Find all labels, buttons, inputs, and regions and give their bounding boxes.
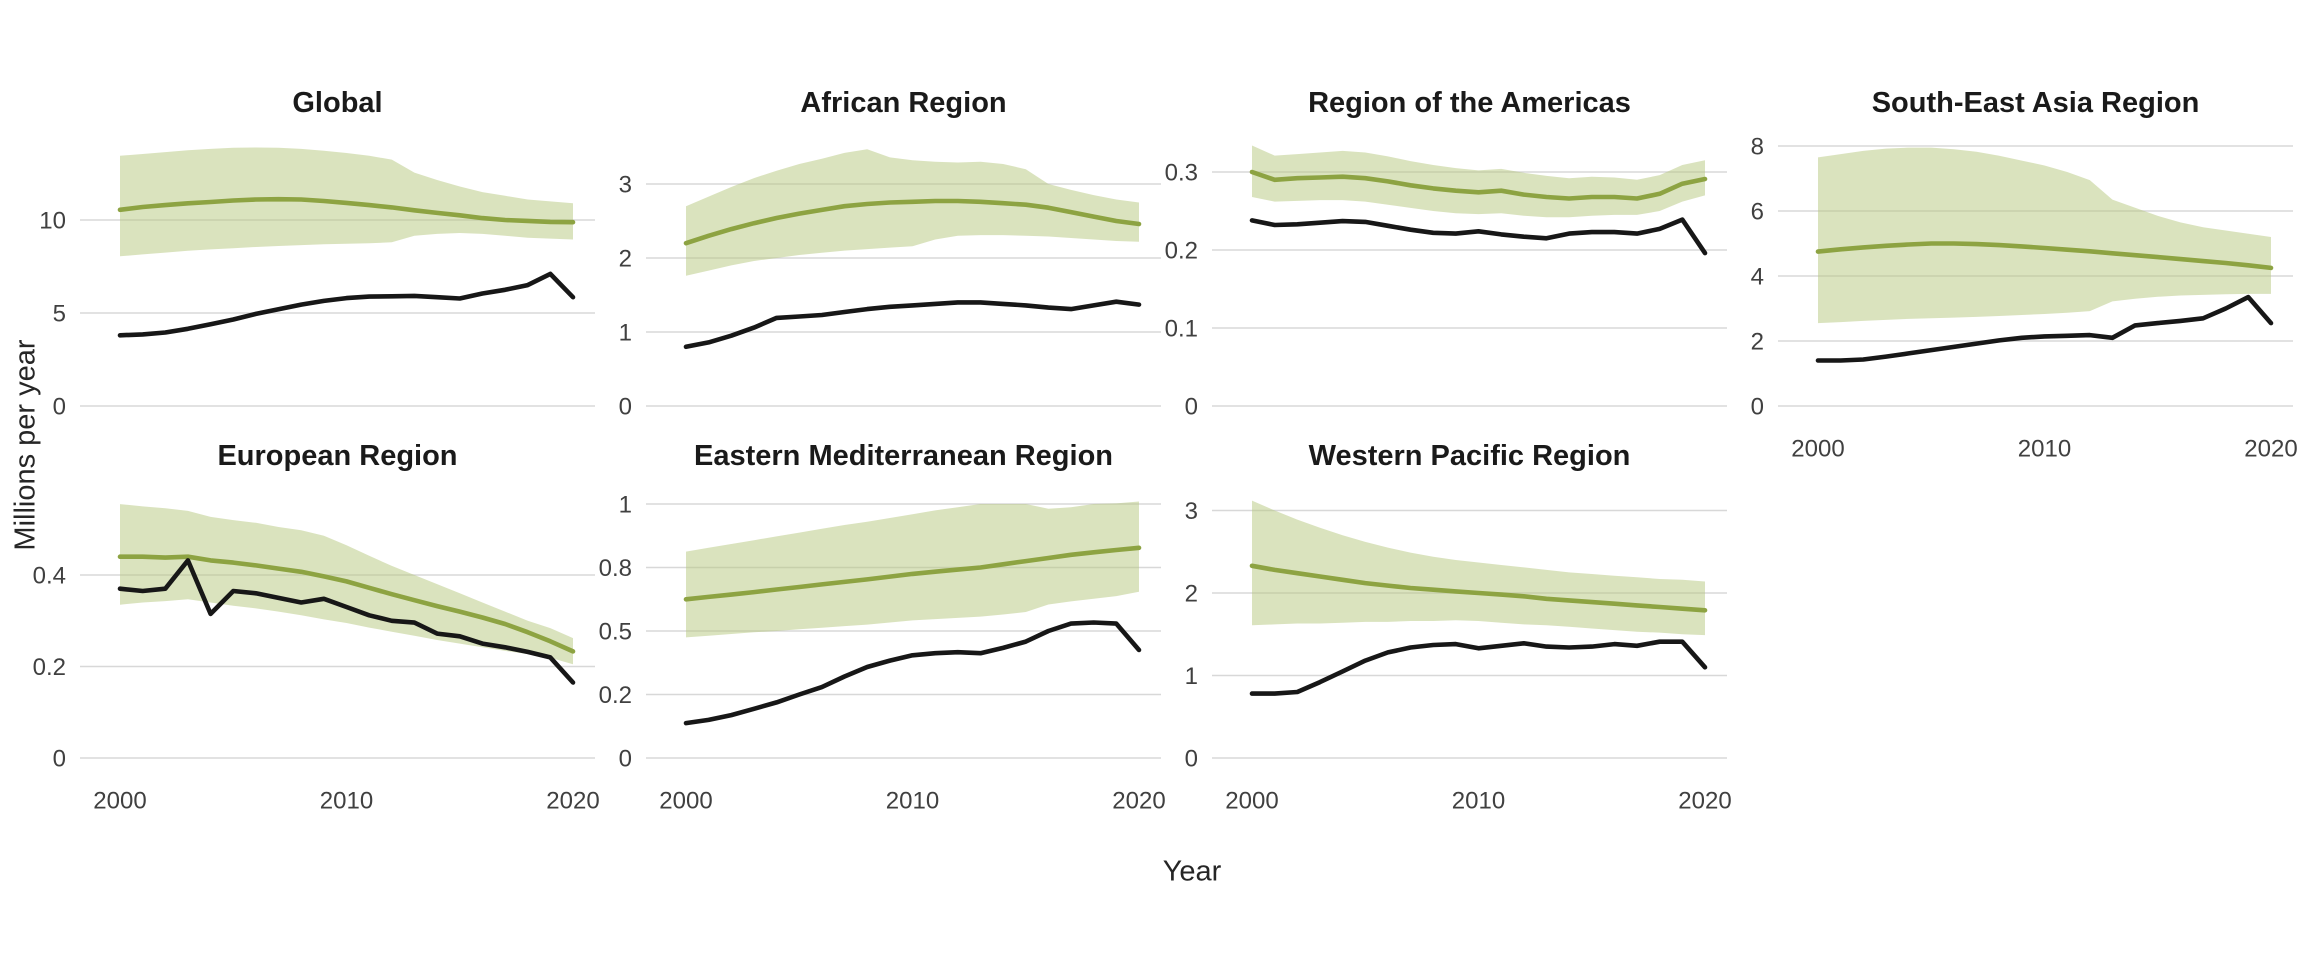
y-tick-label: 8 — [1751, 133, 1764, 160]
panel-title: Eastern Mediterranean Region — [694, 440, 1113, 472]
black-trend-line — [1815, 294, 2274, 363]
y-tick-label: 0.5 — [599, 618, 632, 645]
y-tick-label: 0 — [53, 745, 66, 772]
x-tick-label: 2010 — [320, 787, 373, 814]
panel-region-of-the-americas: 0 0.1 0.2 0.3 Region of the Americas — [1165, 87, 1727, 420]
uncertainty-band — [686, 149, 1139, 276]
x-tick-label: 2000 — [1225, 787, 1278, 814]
y-tick-label: 0.4 — [33, 562, 66, 589]
black-trend-line — [683, 620, 1142, 726]
panel-south-east-asia-region: 0 2 4 6 8 2000 2010 2020 South-East Asia Region — [1751, 87, 2298, 462]
y-tick-label: 1 — [1185, 663, 1198, 690]
panel-title: South-East Asia Region — [1872, 87, 2200, 119]
x-tick-label: 2010 — [1452, 787, 1505, 814]
panel-title: European Region — [217, 440, 457, 472]
y-tick-label: 0.3 — [1165, 159, 1198, 186]
x-tick-label: 2000 — [659, 787, 712, 814]
x-tick-label: 2000 — [93, 787, 146, 814]
uncertainty-band — [1252, 500, 1705, 636]
y-tick-label: 2 — [1751, 328, 1764, 355]
y-tick-label: 4 — [1751, 263, 1764, 290]
y-tick-label: 6 — [1751, 198, 1764, 225]
x-tick-label: 2000 — [1791, 435, 1844, 462]
x-tick-label: 2010 — [886, 787, 939, 814]
y-tick-label: 0.2 — [33, 654, 66, 681]
black-trend-line — [683, 299, 1142, 350]
y-tick-label: 5 — [53, 300, 66, 327]
panel-title: Global — [292, 87, 382, 119]
panel-western-pacific-region: 0 1 2 3 2000 2010 2020 Western Pacific Region — [1185, 440, 1732, 814]
y-tick-label: 0 — [619, 745, 632, 772]
panel-global: 0 5 10 Global — [39, 87, 595, 420]
uncertainty-band — [686, 501, 1139, 638]
y-tick-label: 3 — [1185, 498, 1198, 525]
panel-title: Western Pacific Region — [1309, 440, 1631, 472]
y-tick-label: 10 — [39, 207, 66, 234]
y-tick-label: 0 — [1751, 393, 1764, 420]
uncertainty-band — [1252, 145, 1705, 218]
green-trend-line — [1249, 169, 1708, 201]
uncertainty-band — [1818, 147, 2271, 324]
panel-title: Region of the Americas — [1308, 87, 1631, 119]
x-tick-label: 2020 — [1112, 787, 1165, 814]
x-tick-label: 2010 — [2018, 435, 2071, 462]
y-tick-label: 0.8 — [599, 555, 632, 582]
green-trend-line — [683, 198, 1142, 246]
green-trend-line — [117, 554, 576, 654]
green-trend-line — [683, 545, 1142, 602]
y-tick-label: 0 — [1185, 393, 1198, 420]
y-tick-label: 0 — [1185, 745, 1198, 772]
y-tick-label: 0.2 — [599, 682, 632, 709]
black-trend-line — [1249, 217, 1708, 256]
y-tick-label: 1 — [619, 319, 632, 346]
y-tick-label: 3 — [619, 171, 632, 198]
x-tick-label: 2020 — [2244, 435, 2297, 462]
green-trend-line — [1249, 563, 1708, 613]
black-trend-line — [117, 558, 576, 685]
panel-european-region: 0 0.2 0.4 2000 2010 2020 European Region — [33, 440, 600, 814]
panel-title: African Region — [800, 87, 1006, 119]
y-tick-label: 0 — [619, 393, 632, 420]
y-tick-label: 0.1 — [1165, 315, 1198, 342]
green-trend-line — [1815, 241, 2274, 271]
panel-african-region: 0 1 2 3 African Region — [619, 87, 1161, 420]
x-tick-label: 2020 — [546, 787, 599, 814]
uncertainty-band — [120, 504, 573, 665]
y-tick-label: 0 — [53, 393, 66, 420]
black-trend-line — [1249, 639, 1708, 696]
y-tick-label: 2 — [1185, 580, 1198, 607]
y-tick-label: 0.2 — [1165, 237, 1198, 264]
green-trend-line — [117, 196, 576, 225]
x-axis-title: Year — [1162, 855, 1222, 888]
y-tick-label: 2 — [619, 245, 632, 272]
y-tick-label: 1 — [619, 491, 632, 518]
x-tick-label: 2020 — [1678, 787, 1731, 814]
panel-eastern-mediterranean-region: 0 0.2 0.5 0.8 1 2000 2010 2020 Eastern Mediterra… — [599, 440, 1166, 814]
black-trend-line — [117, 271, 576, 338]
y-axis-title: Millions per year — [9, 339, 42, 551]
